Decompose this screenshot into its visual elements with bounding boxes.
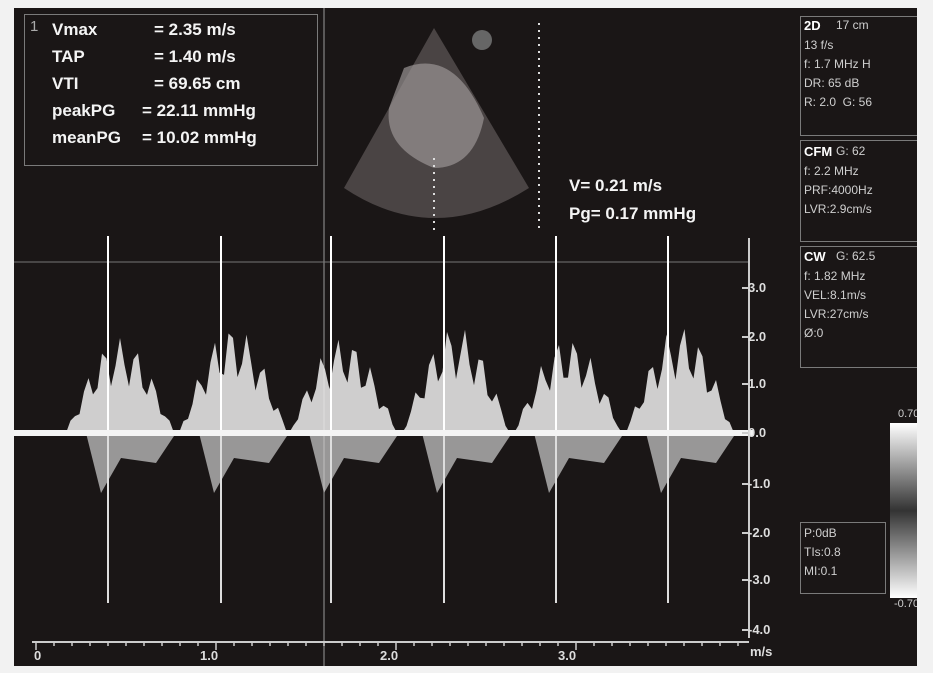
- measurement-value: = 22.11 mmHg: [142, 101, 256, 121]
- forward-flow: [289, 340, 399, 433]
- colorbar-bottom: -0.70: [894, 598, 917, 610]
- velocity-label: 2.0: [748, 329, 766, 344]
- reverse-flow: [309, 433, 399, 493]
- cursor-velocity: V= 0.21 m/s: [569, 176, 662, 196]
- velocity-label: 0.0: [748, 425, 766, 440]
- forward-flow: [179, 334, 289, 433]
- measurement-index: 1: [30, 18, 38, 35]
- settings-line: PRF:4000Hz: [804, 183, 873, 197]
- settings-line: Ø:0: [804, 326, 823, 340]
- cursor-gradient: Pg= 0.17 mmHg: [569, 204, 696, 224]
- power-line: MI:0.1: [804, 564, 837, 578]
- forward-flow: [626, 329, 736, 433]
- settings-line: DR: 65 dB: [804, 76, 859, 90]
- settings-line: f: 2.2 MHz: [804, 164, 859, 178]
- velocity-label: -1.0: [748, 476, 770, 491]
- measurement-label: VTI: [52, 74, 78, 94]
- velocity-label: -3.0: [748, 572, 770, 587]
- time-label: 2.0: [380, 648, 398, 663]
- velocity-unit: m/s: [750, 644, 772, 659]
- settings-name: CW: [804, 249, 826, 264]
- page: {"measurements": {"index": "1", "rows": …: [0, 0, 933, 673]
- reverse-flow: [422, 433, 512, 493]
- colorbar-top: 0.70: [898, 408, 917, 420]
- settings-line: R: 2.0 G: 56: [804, 95, 872, 109]
- velocity-label: -4.0: [748, 622, 770, 637]
- measurement-label: meanPG: [52, 128, 121, 148]
- velocity-label: 1.0: [748, 376, 766, 391]
- settings-line: 13 f/s: [804, 38, 833, 52]
- settings-name: CFM: [804, 144, 832, 159]
- settings-head: G: 62: [836, 144, 865, 158]
- forward-flow: [66, 338, 176, 433]
- color-bar: [890, 423, 917, 598]
- settings-head: 17 cm: [836, 18, 869, 32]
- velocity-label: 3.0: [748, 280, 766, 295]
- forward-flow: [402, 330, 512, 433]
- settings-line: f: 1.7 MHz H: [804, 57, 871, 71]
- baseline: [14, 430, 754, 436]
- measurement-label: TAP: [52, 47, 85, 67]
- measurement-value: = 10.02 mmHg: [142, 128, 257, 148]
- forward-flow: [514, 343, 624, 433]
- power-line: TIs:0.8: [804, 545, 841, 559]
- ultrasound-screen: 1 Vmax = 2.35 m/s TAP = 1.40 m/s VTI = 69.65 c…: [14, 8, 917, 666]
- velocity-label: -2.0: [748, 525, 770, 540]
- settings-line: VEL:8.1m/s: [804, 288, 866, 302]
- measurement-value: = 69.65 cm: [154, 74, 241, 94]
- measurement-value: = 2.35 m/s: [154, 20, 236, 40]
- time-label: 3.0: [558, 648, 576, 663]
- time-label: 1.0: [200, 648, 218, 663]
- reverse-flow: [86, 433, 176, 493]
- settings-line: LVR:2.9cm/s: [804, 202, 872, 216]
- measurement-value: = 1.40 m/s: [154, 47, 236, 67]
- measurement-label: Vmax: [52, 20, 97, 40]
- time-label: 0: [34, 648, 41, 663]
- reverse-flow: [534, 433, 624, 493]
- settings-line: f: 1.82 MHz: [804, 269, 865, 283]
- echo-dot: [472, 30, 492, 50]
- measurement-label: peakPG: [52, 101, 115, 121]
- settings-line: LVR:27cm/s: [804, 307, 868, 321]
- settings-name: 2D: [804, 18, 821, 33]
- reverse-flow: [199, 433, 289, 493]
- power-line: P:0dB: [804, 526, 837, 540]
- reverse-flow: [646, 433, 736, 493]
- settings-head: G: 62.5: [836, 249, 875, 263]
